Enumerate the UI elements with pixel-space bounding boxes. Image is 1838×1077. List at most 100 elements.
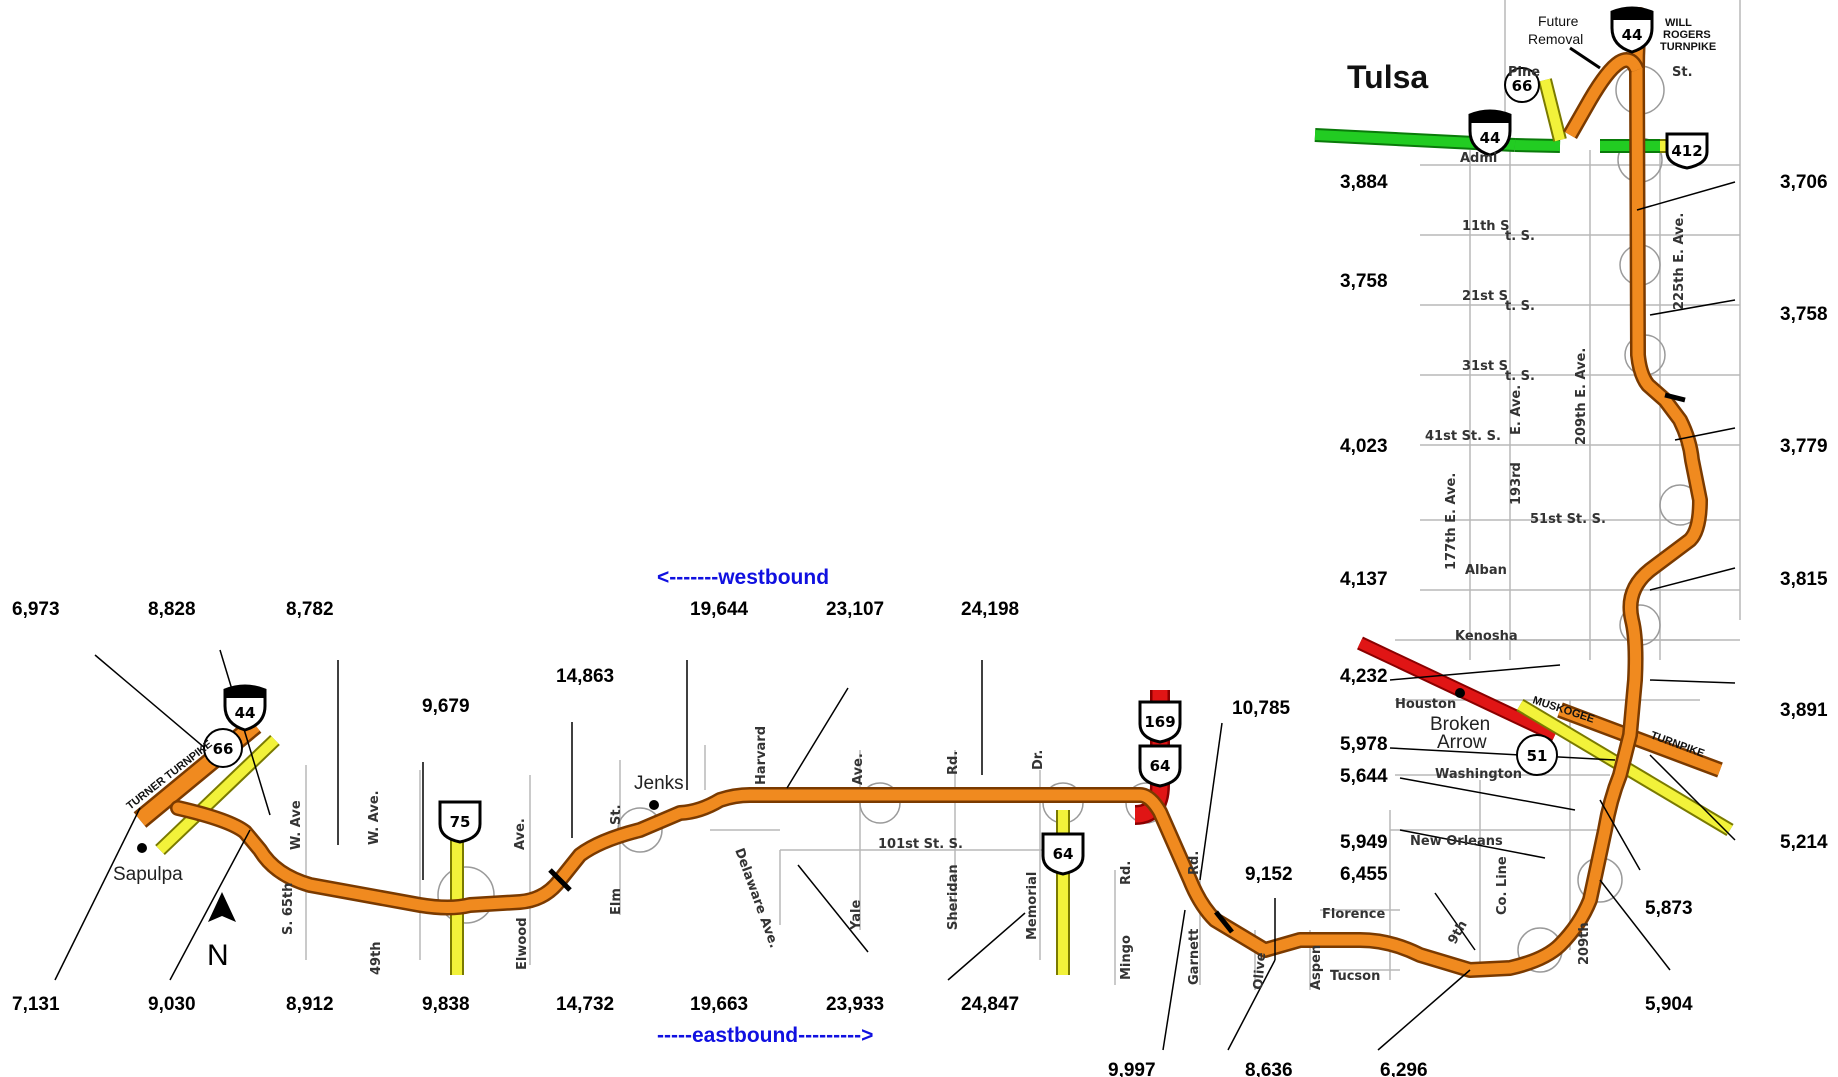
i44-shield-top: 44 [1610, 6, 1654, 54]
eastbound-label: -----eastbound---------> [657, 1024, 873, 1047]
count-7131: 7,131 [12, 994, 60, 1015]
street-ave-yale-upper: Ave. [851, 753, 866, 785]
count-4232: 4,232 [1340, 666, 1388, 687]
street-new-orleans: New Orleans [1410, 834, 1503, 849]
street-elm: Elm [609, 888, 624, 915]
count-14732: 14,732 [556, 994, 614, 1015]
creek-turnpike-route [178, 15, 1700, 970]
street-suffix-31st: t. S. [1505, 369, 1535, 384]
count-10785: 10,785 [1232, 698, 1291, 719]
us66-shield-west: 66 [203, 728, 243, 768]
north-arrow-label: N [207, 939, 229, 972]
count-3706: 3,706 [1780, 172, 1828, 193]
us66-shield-label: 66 [213, 740, 234, 758]
count-9679: 9,679 [422, 696, 470, 717]
i44-shield-west: 44 [223, 684, 267, 732]
count-3758-right: 3,758 [1780, 304, 1828, 325]
street-sheridan: Sheridan [946, 864, 961, 930]
count-3779: 3,779 [1780, 436, 1828, 457]
city-jenks: Jenks [634, 773, 684, 794]
street-rd-mingo-upper: Rd. [1119, 861, 1134, 885]
us66-shield-label: 66 [1512, 77, 1533, 95]
street-209th: 209th E. Ave. [1574, 348, 1589, 445]
street-tucson: Tucson [1330, 969, 1380, 984]
street-193rd: 193rd [1509, 462, 1524, 505]
jenks-dot [649, 800, 659, 810]
street-41st: 41st St. S. [1425, 429, 1501, 444]
count-3884: 3,884 [1340, 172, 1388, 193]
street-49th: 49th [369, 941, 384, 975]
north-arrow: N [207, 892, 236, 972]
count-leader-lines [54, 181, 1736, 1051]
count-5978: 5,978 [1340, 734, 1388, 755]
street-memorial: Memorial [1025, 872, 1040, 940]
street-delaware: Delaware Ave. [731, 846, 781, 950]
future-removal-line1: Future [1538, 13, 1579, 29]
street-11th: 11th S [1462, 219, 1509, 234]
future-removal-line2: Removal [1528, 31, 1583, 47]
count-14863: 14,863 [556, 666, 614, 687]
count-5904: 5,904 [1645, 994, 1693, 1015]
count-6455: 6,455 [1340, 864, 1388, 885]
street-209th-bottom: 209th [1577, 922, 1592, 965]
count-19644: 19,644 [690, 599, 749, 620]
street-florence: Florence [1322, 907, 1385, 922]
street-aspen: Aspen [1309, 945, 1324, 990]
i44-shield-label: 44 [1622, 26, 1643, 44]
i44-shield-tulsa: 44 [1468, 109, 1512, 157]
street-labels: W. Ave S. 65th W. Ave. 49th Ave. Elwood … [281, 65, 1693, 990]
count-4023: 4,023 [1340, 436, 1388, 457]
street-admiral: Admi [1460, 151, 1497, 166]
count-8828: 8,828 [148, 599, 196, 620]
count-9838: 9,838 [422, 994, 470, 1015]
count-5873: 5,873 [1645, 898, 1693, 919]
count-5949: 5,949 [1340, 832, 1388, 853]
street-e-ave: E. Ave. [1509, 385, 1524, 435]
street-olive: Olive [1251, 952, 1269, 991]
street-51st: 51st St. S. [1530, 512, 1606, 527]
will-rogers-line2: ROGERS [1663, 29, 1711, 41]
street-houston: Houston [1395, 697, 1456, 712]
us75-shield: 75 [438, 800, 482, 844]
count-8636: 8,636 [1245, 1060, 1293, 1077]
count-23933: 23,933 [826, 994, 884, 1015]
traffic-counts: 6,973 8,828 8,782 9,679 14,863 19,644 23… [12, 172, 1828, 1077]
street-dr-memorial-upper: Dr. [1031, 750, 1046, 770]
street-ave-elwood-upper: Ave. [513, 818, 528, 850]
city-broken-arrow-line2: Arrow [1437, 732, 1487, 753]
street-suffix-11th: t. S. [1505, 229, 1535, 244]
us-66-tulsa-route [1538, 78, 1567, 142]
street-mingo: Mingo [1119, 935, 1134, 980]
us169-shield: 169 [1138, 700, 1182, 744]
westbound-label: <-------westbound [657, 566, 829, 589]
city-tulsa: Tulsa [1347, 59, 1428, 95]
street-washington: Washington [1435, 767, 1522, 782]
count-9997: 9,997 [1108, 1060, 1156, 1077]
sapulpa-dot [137, 843, 147, 853]
street-21st: 21st S [1462, 289, 1508, 304]
count-3815: 3,815 [1780, 569, 1828, 590]
broken-arrow-dot [1455, 688, 1465, 698]
us64-shield-label: 64 [1150, 757, 1171, 775]
street-w-ave-49th-upper: W. Ave. [367, 790, 382, 845]
street-pine-st: St. [1672, 65, 1693, 80]
street-9th: 9th [1445, 918, 1470, 947]
count-23107: 23,107 [826, 599, 884, 620]
us66-shield-tulsa: 66 [1504, 67, 1540, 103]
street-31st: 31st S [1462, 359, 1508, 374]
count-3758-left: 3,758 [1340, 271, 1388, 292]
count-19663: 19,663 [690, 994, 748, 1015]
us75-shield-label: 75 [450, 813, 471, 831]
sh51-shield-label: 51 [1527, 747, 1548, 765]
city-broken-arrow-line1: Broken [1430, 714, 1490, 735]
street-rd-garnett-upper: Rd. [1187, 851, 1202, 875]
will-rogers-line1: WILL [1665, 17, 1692, 29]
count-6973: 6,973 [12, 599, 60, 620]
muskogee-turnpike-route [1557, 702, 1723, 778]
i44-shield-label: 44 [235, 704, 256, 722]
count-8782: 8,782 [286, 599, 334, 620]
us64-shield-east: 64 [1138, 744, 1182, 788]
street-pine: Pine [1508, 65, 1540, 80]
count-9030: 9,030 [148, 994, 196, 1015]
